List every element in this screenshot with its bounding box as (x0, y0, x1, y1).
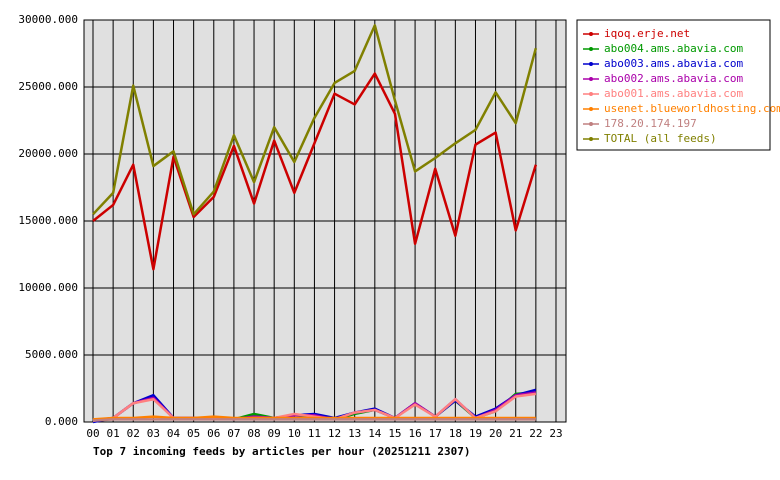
legend-label: TOTAL (all feeds) (604, 132, 717, 145)
x-tick-label: 08 (247, 427, 260, 440)
x-tick-label: 02 (127, 427, 140, 440)
x-tick-label: 07 (227, 427, 240, 440)
legend-marker (589, 92, 593, 96)
x-tick-label: 12 (328, 427, 341, 440)
x-tick-label: 11 (308, 427, 321, 440)
legend-marker (589, 122, 593, 126)
legend-label: abo004.ams.abavia.com (604, 42, 743, 55)
x-tick-label: 09 (268, 427, 281, 440)
legend-marker (589, 62, 593, 66)
legend-marker (589, 32, 593, 36)
x-tick-label: 15 (388, 427, 401, 440)
x-tick-label: 21 (509, 427, 522, 440)
series-line (92, 72, 538, 271)
x-tick-label: 14 (368, 427, 382, 440)
x-tick-label: 04 (167, 427, 181, 440)
y-tick-label: 20000.000 (18, 147, 78, 160)
x-tick-label: 01 (107, 427, 120, 440)
y-tick-label: 5000.000 (25, 348, 78, 361)
legend-label: abo003.ams.abavia.com (604, 57, 743, 70)
y-tick-label: 0.000 (45, 415, 78, 428)
y-tick-label: 10000.000 (18, 281, 78, 294)
x-tick-label: 06 (207, 427, 220, 440)
chart-title: Top 7 incoming feeds by articles per hou… (93, 445, 471, 458)
x-tick-label: 10 (288, 427, 301, 440)
legend-marker (589, 137, 593, 141)
y-tick-label: 30000.000 (18, 13, 78, 26)
legend-label: 178.20.174.197 (604, 117, 697, 130)
series-line (92, 418, 536, 422)
x-tick-label: 22 (529, 427, 542, 440)
x-tick-label: 05 (187, 427, 200, 440)
legend-marker (589, 77, 593, 81)
legend-box (576, 19, 771, 151)
series-line (92, 392, 537, 422)
x-tick-label: 13 (348, 427, 361, 440)
x-tick-label: 20 (489, 427, 502, 440)
x-tick-label: 17 (429, 427, 442, 440)
x-tick-label: 16 (408, 427, 421, 440)
legend-label: iqoq.erje.net (604, 27, 690, 40)
x-tick-label: 18 (449, 427, 462, 440)
legend-marker (589, 47, 593, 51)
legend-label: usenet.blueworldhosting.com (604, 102, 780, 115)
legend-marker (589, 107, 593, 111)
series-line (92, 415, 536, 421)
x-tick-label: 23 (549, 427, 562, 440)
y-tick-label: 15000.000 (18, 214, 78, 227)
y-tick-label: 25000.000 (18, 80, 78, 93)
x-tick-label: 19 (469, 427, 482, 440)
series-line (92, 24, 538, 216)
x-tick-label: 00 (86, 427, 99, 440)
x-tick-label: 03 (147, 427, 160, 440)
legend-label: abo002.ams.abavia.com (604, 72, 743, 85)
legend-label: abo001.ams.abavia.com (604, 87, 743, 100)
